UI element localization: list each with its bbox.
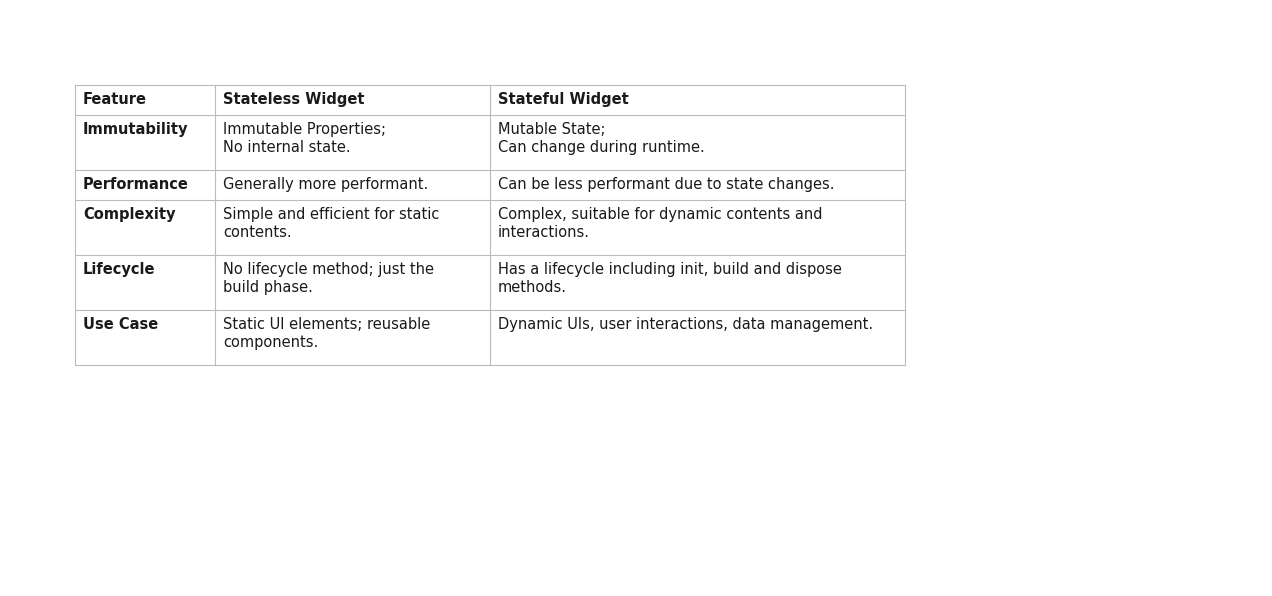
Text: No internal state.: No internal state. [223, 140, 351, 155]
Text: Can be less performant due to state changes.: Can be less performant due to state chan… [499, 177, 834, 192]
Text: Static UI elements; reusable: Static UI elements; reusable [223, 317, 430, 332]
Text: interactions.: interactions. [499, 225, 590, 240]
Text: Stateful Widget: Stateful Widget [499, 92, 628, 107]
Text: Simple and efficient for static: Simple and efficient for static [223, 207, 439, 222]
Text: contents.: contents. [223, 225, 291, 240]
Text: methods.: methods. [499, 280, 567, 295]
Text: No lifecycle method; just the: No lifecycle method; just the [223, 262, 434, 277]
Text: Immutability: Immutability [83, 122, 188, 137]
Text: Feature: Feature [83, 92, 148, 107]
Text: Performance: Performance [83, 177, 188, 192]
Text: Stateless Widget: Stateless Widget [223, 92, 365, 107]
Text: components.: components. [223, 335, 318, 350]
Text: Complexity: Complexity [83, 207, 176, 222]
Text: Generally more performant.: Generally more performant. [223, 177, 429, 192]
Text: build phase.: build phase. [223, 280, 313, 295]
Text: Lifecycle: Lifecycle [83, 262, 155, 277]
Text: Can change during runtime.: Can change during runtime. [499, 140, 705, 155]
Text: Dynamic UIs, user interactions, data management.: Dynamic UIs, user interactions, data man… [499, 317, 873, 332]
Text: Mutable State;: Mutable State; [499, 122, 605, 137]
Text: Use Case: Use Case [83, 317, 158, 332]
Text: Has a lifecycle including init, build and dispose: Has a lifecycle including init, build an… [499, 262, 842, 277]
Text: Complex, suitable for dynamic contents and: Complex, suitable for dynamic contents a… [499, 207, 823, 222]
Text: Immutable Properties;: Immutable Properties; [223, 122, 385, 137]
